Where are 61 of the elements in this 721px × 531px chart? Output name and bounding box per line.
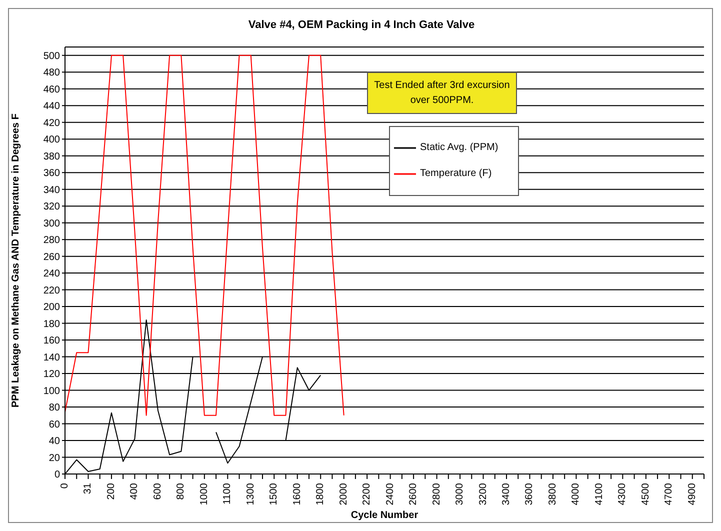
x-tick-label: 1800 bbox=[315, 482, 326, 506]
x-tick-label: 1100 bbox=[222, 482, 234, 505]
y-tick-label: 160 bbox=[43, 336, 60, 347]
legend-label: Temperature (F) bbox=[420, 167, 492, 181]
y-axis-title: PPM Leakage on Methane Gas AND Temperature in Degrees F bbox=[10, 114, 22, 408]
x-tick-label: 2200 bbox=[362, 482, 373, 506]
y-tick-label: 0 bbox=[54, 470, 60, 481]
y-tick-label: 240 bbox=[43, 268, 60, 280]
y-tick-label: 280 bbox=[43, 235, 60, 246]
x-tick-label: 3000 bbox=[454, 482, 466, 506]
x-tick-label: 1500 bbox=[268, 482, 280, 506]
x-tick-label: 4300 bbox=[617, 482, 628, 506]
y-tick-label: 80 bbox=[48, 402, 60, 414]
x-tick-label: 400 bbox=[129, 482, 140, 500]
line-series bbox=[65, 54, 344, 416]
x-tick-label: 200 bbox=[106, 482, 117, 500]
x-tick-label: 3800 bbox=[547, 482, 558, 506]
annotation: Test Ended after 3rd excursion over 500PPM. bbox=[367, 72, 517, 114]
x-tick-label: 3600 bbox=[524, 482, 536, 506]
x-tick-label: 1600 bbox=[292, 482, 303, 506]
x-tick-label: 4100 bbox=[594, 482, 605, 506]
y-tick-label: 500 bbox=[43, 50, 60, 62]
y-tick-label: 100 bbox=[43, 386, 60, 397]
y-tick-label: 120 bbox=[43, 369, 60, 380]
y-tick-label: 460 bbox=[43, 84, 60, 96]
x-tick-label: 2000 bbox=[338, 482, 350, 506]
x-tick-label: 4500 bbox=[640, 482, 652, 506]
y-tick-label: 300 bbox=[43, 218, 60, 230]
y-tick-label: 440 bbox=[43, 101, 60, 112]
y-tick-label: 380 bbox=[43, 151, 60, 162]
x-tick-label: 4700 bbox=[664, 482, 675, 506]
y-tick-label: 400 bbox=[43, 134, 60, 146]
y-tick-label: 180 bbox=[43, 318, 60, 330]
y-tick-label: 220 bbox=[43, 285, 60, 296]
y-tick-label: 420 bbox=[43, 118, 60, 129]
x-tick-label: 31 bbox=[82, 482, 94, 494]
x-tick-label: 4000 bbox=[570, 482, 582, 506]
y-tick-label: 20 bbox=[48, 452, 60, 464]
x-tick-label: 800 bbox=[176, 482, 187, 500]
x-tick-label: 0 bbox=[60, 482, 70, 489]
x-tick-label: 3400 bbox=[500, 482, 512, 506]
y-tick-label: 340 bbox=[43, 184, 60, 196]
legend-label: Static Avg. (PPM) bbox=[420, 141, 498, 155]
x-tick-label: 1300 bbox=[245, 482, 256, 506]
chart-title: Valve #4, OEM Packing in 4 Inch Gate Valve bbox=[247, 19, 476, 31]
x-tick-label: 2400 bbox=[384, 482, 396, 506]
x-tick-label: 4900 bbox=[686, 482, 698, 506]
x-tick-label: 600 bbox=[152, 482, 164, 500]
y-tick-label: 480 bbox=[43, 68, 60, 79]
x-tick-label: 2800 bbox=[431, 482, 442, 506]
y-tick-label: 140 bbox=[43, 352, 60, 364]
y-tick-label: 200 bbox=[43, 302, 60, 314]
x-tick-label: 1000 bbox=[198, 482, 210, 506]
y-tick-label: 320 bbox=[43, 202, 60, 213]
x-axis-title: Cycle Number bbox=[350, 510, 418, 521]
y-tick-label: 60 bbox=[48, 419, 60, 430]
x-tick-label: 2600 bbox=[408, 482, 420, 506]
y-tick-label: 360 bbox=[43, 168, 60, 180]
y-tick-label: 260 bbox=[43, 252, 60, 263]
y-tick-label: 40 bbox=[48, 436, 60, 448]
x-tick-label: 3200 bbox=[478, 482, 489, 506]
